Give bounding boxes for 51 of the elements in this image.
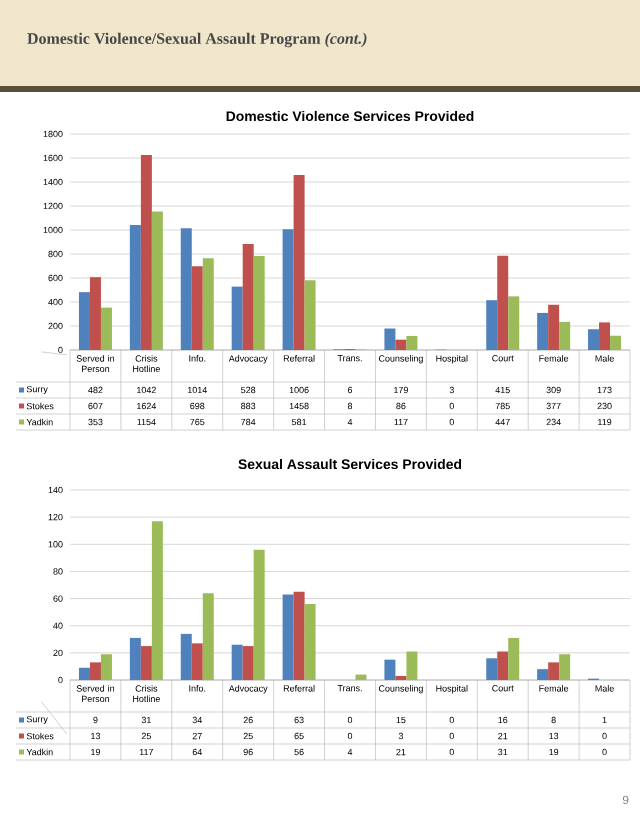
bar	[253, 255, 265, 350]
bar	[497, 255, 509, 350]
bar	[100, 307, 112, 350]
bar	[282, 594, 294, 680]
bar	[89, 662, 101, 680]
bar	[180, 228, 192, 350]
bar	[559, 321, 571, 350]
bar	[548, 304, 560, 350]
bar	[242, 244, 254, 350]
bar	[89, 277, 101, 350]
bar	[100, 654, 112, 680]
bar	[599, 322, 611, 350]
bar	[537, 312, 549, 350]
bar	[191, 266, 203, 350]
bar	[384, 328, 396, 350]
bar	[282, 229, 294, 350]
bar	[151, 211, 163, 350]
bar	[486, 658, 498, 680]
bar	[253, 549, 265, 680]
bar	[140, 155, 152, 350]
bar	[242, 646, 254, 680]
bar	[78, 292, 90, 350]
bar	[384, 659, 396, 680]
bar	[129, 224, 141, 350]
bar	[231, 644, 243, 680]
bar	[304, 604, 316, 680]
bar	[355, 674, 367, 680]
bar	[486, 300, 498, 350]
bar	[180, 633, 192, 680]
bar	[293, 591, 305, 680]
bar	[508, 296, 520, 350]
bar	[497, 651, 509, 680]
bar	[231, 286, 243, 350]
bar	[610, 335, 622, 350]
bar	[537, 669, 549, 680]
bar	[202, 593, 214, 680]
bar	[191, 643, 203, 680]
bar	[78, 667, 90, 680]
bar	[548, 662, 560, 680]
bar	[559, 654, 571, 680]
bar	[406, 651, 418, 680]
bar	[151, 521, 163, 680]
bar	[304, 280, 316, 350]
bar	[129, 637, 141, 680]
bar	[588, 329, 600, 350]
bar	[395, 339, 407, 350]
bar	[406, 335, 418, 350]
bar	[293, 175, 305, 350]
bar	[140, 646, 152, 680]
bar	[508, 637, 520, 680]
bar	[202, 258, 214, 350]
